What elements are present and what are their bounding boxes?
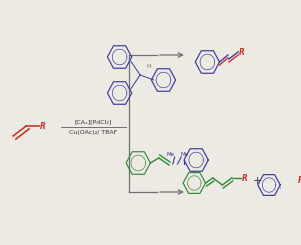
Text: Cu(OAc)₂/ TBAF: Cu(OAc)₂/ TBAF	[69, 130, 117, 135]
Text: +: +	[253, 176, 262, 186]
Text: R: R	[40, 122, 46, 131]
Text: [CAₓ][PdCl₂]: [CAₓ][PdCl₂]	[75, 120, 112, 124]
Text: H: H	[147, 63, 151, 69]
Text: R: R	[239, 48, 245, 57]
Text: R: R	[242, 173, 248, 183]
Text: Me: Me	[180, 151, 188, 157]
Text: Me: Me	[167, 151, 175, 157]
Text: R: R	[298, 175, 301, 184]
